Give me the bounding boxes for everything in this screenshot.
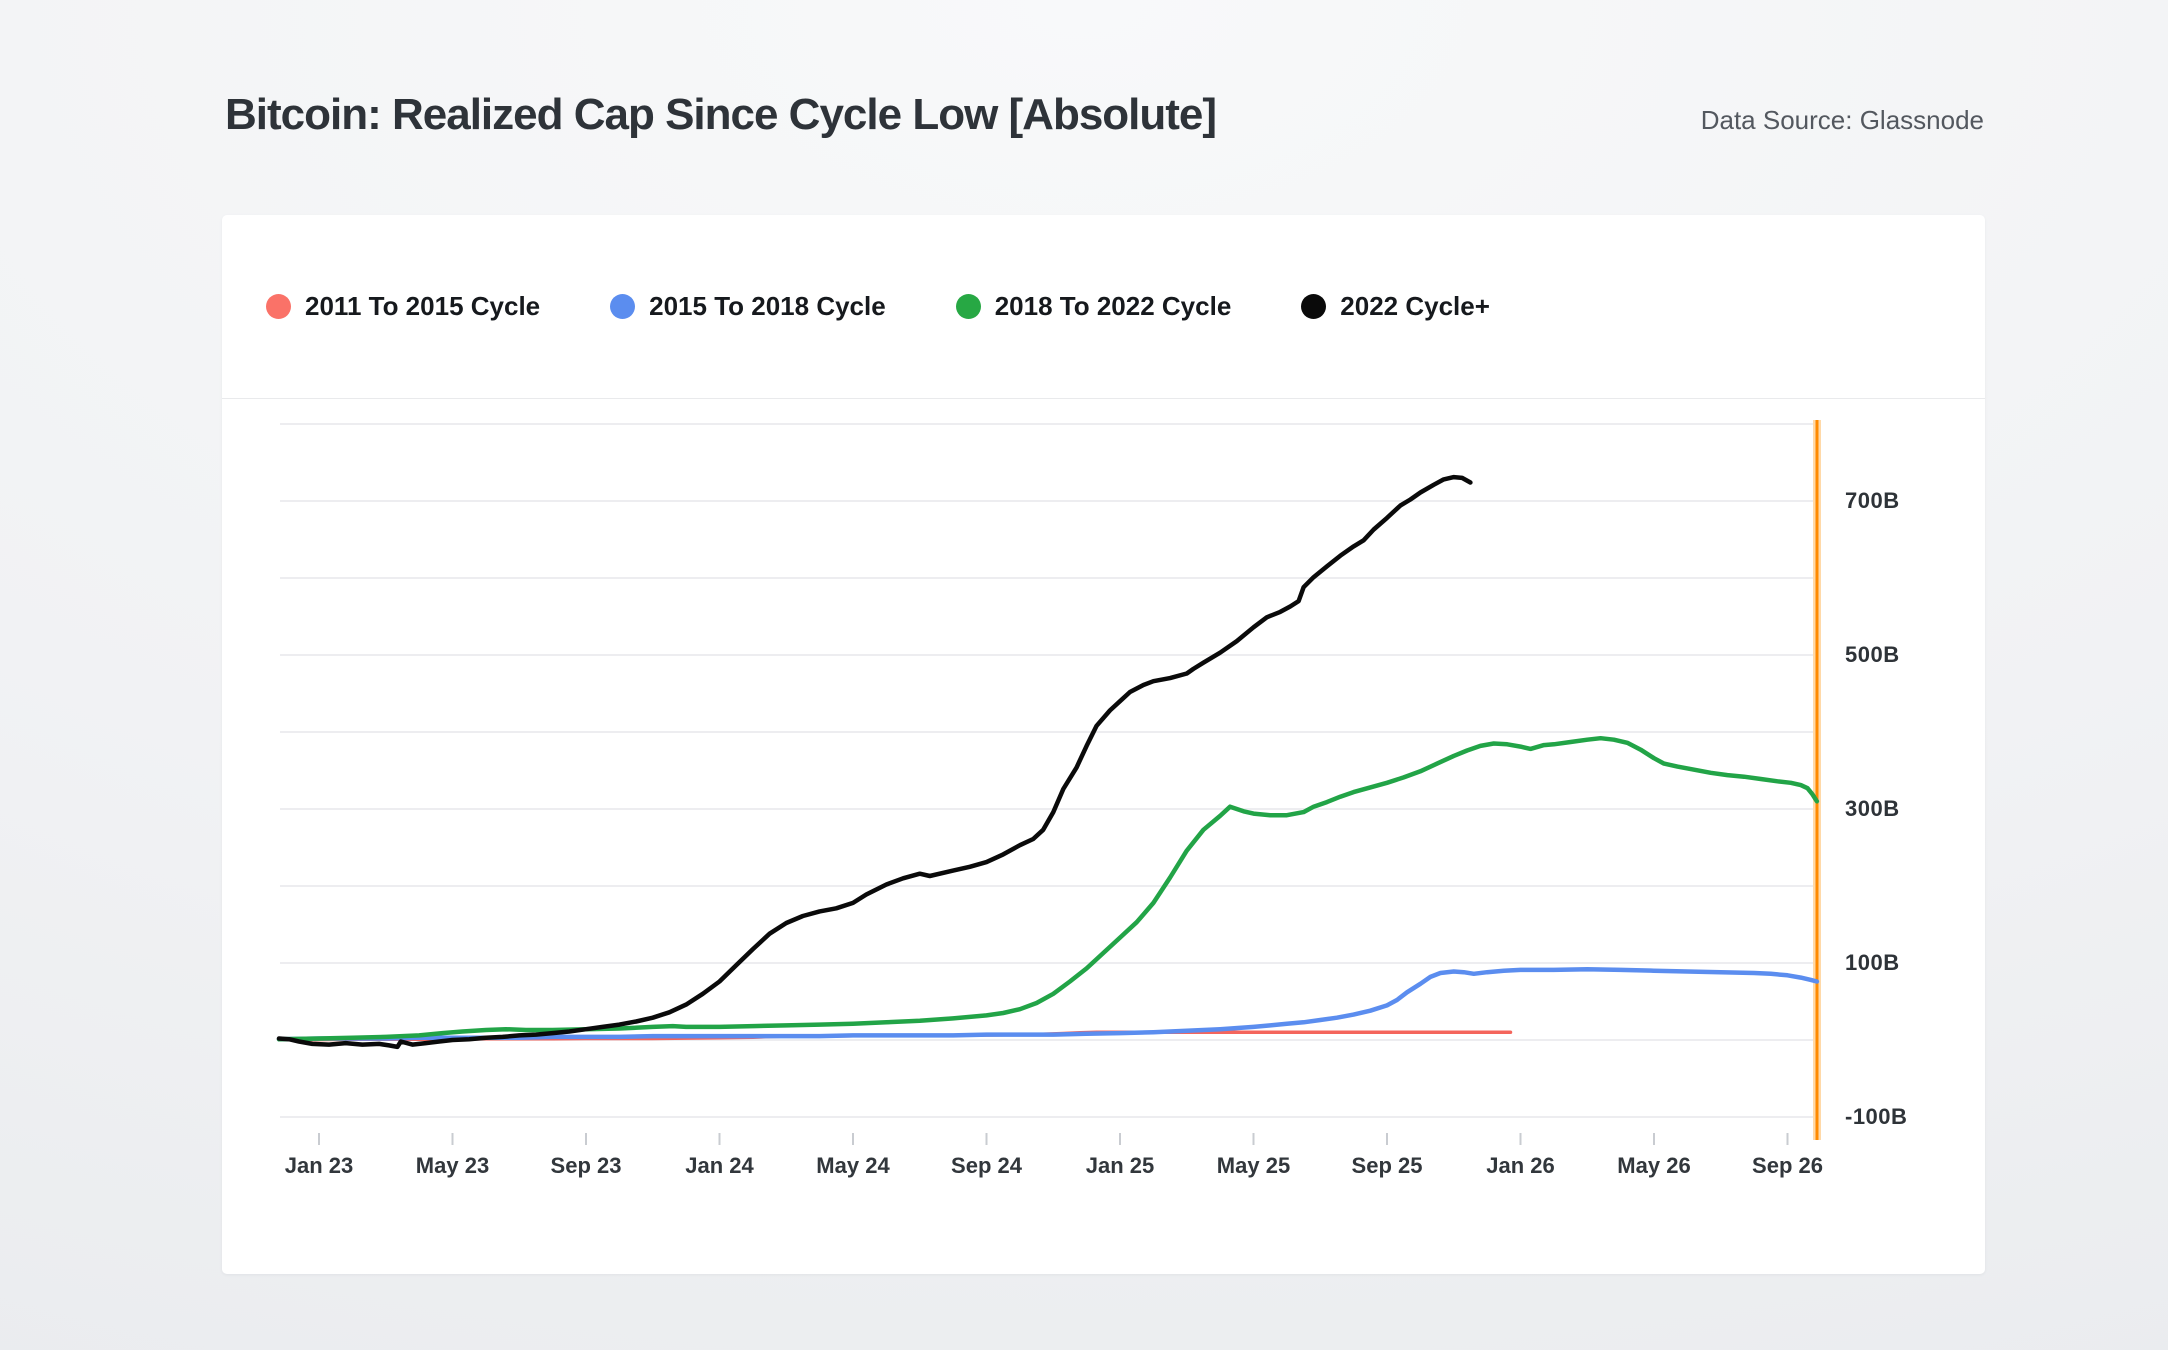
x-axis-label: Sep 26 [1752, 1153, 1823, 1178]
legend-item[interactable]: 2018 To 2022 Cycle [955, 291, 1232, 322]
x-axis-label: Jan 24 [685, 1153, 754, 1178]
x-axis-label: May 24 [816, 1153, 890, 1178]
x-axis-label: Jan 25 [1085, 1153, 1155, 1178]
legend-label: 2018 To 2022 Cycle [994, 291, 1232, 321]
y-axis-label: 100B [1845, 950, 1900, 975]
page-title: Bitcoin: Realized Cap Since Cycle Low [A… [225, 90, 1217, 139]
x-axis-label: May 26 [1617, 1153, 1691, 1178]
legend-label: 2011 To 2015 Cycle [305, 291, 541, 321]
legend-item[interactable]: 2011 To 2015 Cycle [266, 291, 540, 322]
chart-plot[interactable] [222, 215, 1985, 1274]
x-axis-label: May 23 [415, 1153, 490, 1178]
legend-item[interactable]: 2022 Cycle+ [1301, 291, 1490, 322]
y-axis-label: 500B [1845, 642, 1900, 667]
chart-area[interactable]: 700B 500B 300B 100B -100B Jan 23 May 23 Sep 23 J… [222, 398, 1985, 1274]
x-axis-label: May 25 [1216, 1153, 1291, 1178]
legend-divider [222, 398, 1985, 399]
data-source-label: Data Source: Glassnode [1700, 105, 1984, 135]
x-axis-label: Jan 26 [1486, 1153, 1555, 1178]
x-axis-label: Sep 25 [1351, 1153, 1423, 1178]
legend-label: 2022 Cycle+ [1340, 291, 1490, 321]
legend: 2011 To 2015 Cycle 2015 To 2018 Cycle 2018… [266, 215, 1490, 398]
y-axis-label: -100B [1845, 1104, 1908, 1129]
x-axis-label: Sep 24 [951, 1153, 1022, 1178]
legend-dot-icon [1301, 294, 1327, 319]
series-line [276, 966, 1820, 1042]
series-line [276, 474, 1473, 1050]
x-axis-label: Sep 23 [550, 1153, 622, 1178]
y-axis-label: 300B [1845, 796, 1900, 821]
legend-dot-icon [266, 294, 291, 319]
legend-label: 2015 To 2018 Cycle [649, 291, 886, 321]
chart-card: 2011 To 2015 Cycle 2015 To 2018 Cycle 2018… [222, 215, 1985, 1274]
y-axis-label: 700B [1845, 488, 1900, 513]
legend-item[interactable]: 2015 To 2018 Cycle [610, 291, 886, 322]
x-axis-label: Jan 23 [284, 1153, 354, 1178]
legend-dot-icon [955, 294, 981, 319]
legend-dot-icon [610, 294, 636, 319]
series-line [276, 735, 1820, 1042]
